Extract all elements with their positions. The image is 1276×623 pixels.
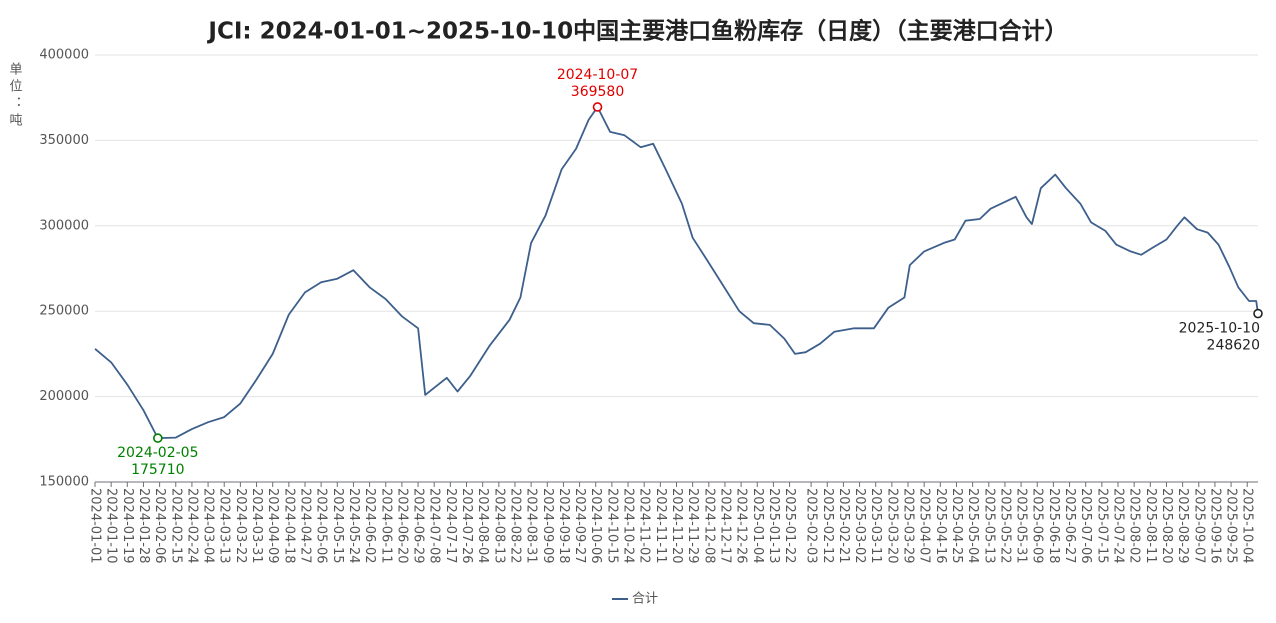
x-tick-label: 2024-08-13 (491, 488, 506, 564)
x-tick-label: 2024-03-04 (201, 488, 216, 564)
x-tick-label: 2025-05-22 (997, 488, 1012, 564)
x-tick-label: 2025-04-25 (949, 488, 964, 564)
x-tick-label: 2024-05-06 (314, 488, 329, 564)
annotation-marker (592, 102, 603, 112)
x-tick-label: 2025-10-04 (1240, 488, 1255, 564)
x-tick-label: 2025-08-11 (1143, 488, 1158, 564)
x-tick-label: 2024-09-18 (556, 488, 571, 564)
x-tick-label: 2024-12-17 (717, 488, 732, 564)
y-tick-label: 400000 (39, 48, 89, 63)
x-tick-label: 2025-03-11 (868, 488, 883, 564)
x-tick-label: 2024-01-28 (136, 488, 151, 564)
x-tick-label: 2024-03-13 (217, 488, 232, 564)
annotation-date: 2025-10-10 (1179, 321, 1260, 337)
x-tick-label: 2024-11-11 (653, 488, 668, 564)
x-tick-label: 2025-09-25 (1224, 488, 1239, 564)
x-tick-label: 2025-04-07 (917, 488, 932, 564)
x-tick-label: 2025-02-12 (820, 488, 835, 564)
x-tick-label: 2024-04-27 (297, 488, 312, 564)
x-tick-label: 2024-08-31 (524, 488, 539, 564)
x-tick-label: 2025-04-16 (933, 488, 948, 564)
annotation-value: 175710 (131, 462, 184, 478)
x-tick-label: 2024-07-26 (459, 488, 474, 564)
x-tick-label: 2024-01-19 (120, 488, 135, 564)
x-tick-label: 2025-02-21 (836, 488, 851, 564)
x-tick-label: 2024-06-20 (394, 488, 409, 564)
x-tick-label: 2025-01-13 (766, 488, 781, 564)
x-tick-label: 2024-05-24 (346, 488, 361, 564)
annotation-value: 369580 (571, 84, 624, 100)
x-tick-label: 2025-02-03 (804, 488, 819, 564)
x-tick-label: 2024-04-18 (281, 488, 296, 564)
legend-label: 合计 (632, 592, 658, 607)
chart-title: JCI: 2024-01-01~2025-10-10中国主要港口鱼粉库存（日度）… (206, 18, 1067, 45)
x-tick-label: 2024-02-06 (152, 488, 167, 564)
x-tick-label: 2025-07-24 (1111, 488, 1126, 564)
annotation-date: 2024-02-05 (117, 445, 198, 461)
series-line (94, 106, 1259, 439)
x-tick-label: 2025-05-31 (1014, 488, 1029, 564)
x-tick-label: 2024-11-20 (669, 488, 684, 564)
x-tick-label: 2025-01-22 (782, 488, 797, 564)
x-tick-label: 2024-03-22 (233, 488, 248, 564)
y-tick-label: 200000 (39, 389, 89, 404)
x-tick-label: 2024-10-15 (604, 488, 619, 564)
x-tick-label: 2025-05-13 (981, 488, 996, 564)
x-tick-label: 2024-03-31 (249, 488, 264, 564)
x-tick-label: 2025-05-04 (965, 488, 980, 564)
x-tick-label: 2025-07-15 (1094, 488, 1109, 564)
y-axis-label: 单位：吨 (7, 62, 23, 130)
x-tick-label: 2024-08-22 (507, 488, 522, 564)
x-tick-label: 2024-07-08 (427, 488, 442, 564)
annotation-marker (153, 433, 163, 443)
x-tick-label: 2024-02-24 (184, 488, 199, 564)
x-tick-label: 2024-04-09 (265, 488, 280, 564)
x-tick-label: 2025-09-16 (1207, 488, 1222, 564)
annotation-date: 2024-10-07 (557, 67, 638, 83)
y-tick-label: 300000 (39, 218, 89, 233)
annotation-marker (1253, 308, 1263, 319)
x-tick-label: 2025-01-04 (750, 488, 765, 564)
x-tick-label: 2024-06-11 (378, 488, 393, 564)
y-tick-label: 350000 (39, 133, 89, 148)
y-tick-label: 250000 (39, 304, 89, 319)
y-tick-label: 150000 (39, 475, 89, 490)
x-tick-label: 2024-07-17 (443, 488, 458, 564)
x-tick-label: 2025-06-09 (1030, 488, 1045, 564)
x-tick-label: 2025-08-29 (1175, 488, 1190, 564)
x-tick-label: 2024-08-04 (475, 488, 490, 564)
x-tick-label: 2024-12-26 (734, 488, 749, 564)
x-tick-label: 2024-09-27 (572, 488, 587, 564)
x-tick-label: 2025-06-18 (1046, 488, 1061, 564)
x-tick-label: 2024-09-09 (540, 488, 555, 564)
x-tick-label: 2025-08-20 (1159, 488, 1174, 564)
x-tick-label: 2025-03-20 (884, 488, 899, 564)
x-tick-label: 2025-07-06 (1078, 488, 1093, 564)
x-tick-label: 2024-11-02 (637, 488, 652, 564)
x-tick-label: 2024-11-29 (685, 488, 700, 564)
x-tick-label: 2025-03-02 (852, 488, 867, 564)
x-tick-label: 2025-03-29 (901, 488, 916, 564)
x-tick-label: 2025-06-27 (1062, 488, 1077, 564)
x-tick-label: 2025-08-02 (1127, 488, 1142, 564)
x-tick-label: 2024-02-15 (168, 488, 183, 564)
annotation-value: 248620 (1207, 338, 1260, 354)
x-tick-label: 2024-10-24 (621, 488, 636, 564)
x-tick-label: 2024-05-15 (330, 488, 345, 564)
x-tick-label: 2025-09-07 (1191, 488, 1206, 564)
x-tick-label: 2024-06-29 (411, 488, 426, 564)
x-tick-label: 2024-06-02 (362, 488, 377, 564)
x-tick-label: 2024-01-01 (88, 488, 103, 564)
x-tick-label: 2024-10-06 (588, 488, 603, 564)
x-tick-label: 2024-12-08 (701, 488, 716, 564)
x-tick-label: 2024-01-10 (104, 488, 119, 564)
